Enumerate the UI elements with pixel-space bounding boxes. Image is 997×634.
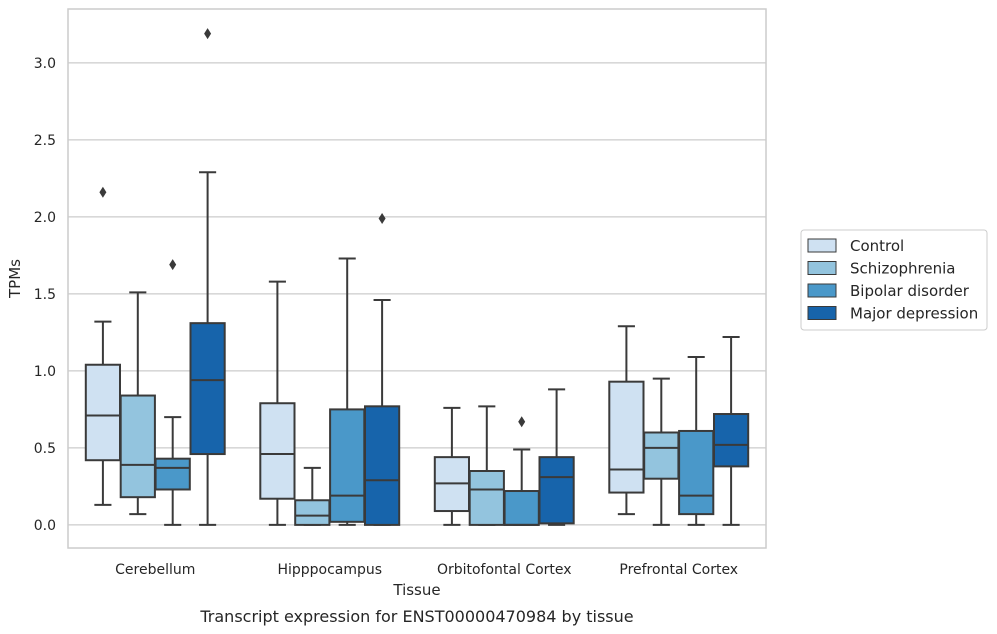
box-iqr [538, 456, 575, 525]
box-iqr [189, 322, 226, 456]
box-schizophrenia [294, 466, 331, 526]
box-iqr [643, 431, 680, 480]
box-bipolar-disorder [329, 257, 366, 526]
box-schizophrenia [643, 377, 680, 526]
box-series-layer [84, 28, 750, 526]
x-tick-label: Prefrontal Cortex [619, 562, 738, 578]
legend-swatch [807, 306, 837, 320]
box-control [433, 406, 471, 526]
box-bipolar-disorder [154, 259, 191, 526]
outlier-marker [518, 416, 526, 428]
legend-label: Bipolar disorder [850, 282, 970, 300]
box-bipolar-disorder [503, 416, 540, 526]
legend-label: Major depression [850, 305, 978, 323]
y-tick-label: 1.5 [34, 287, 56, 303]
x-tick-label: Orbitofontal Cortex [437, 562, 572, 578]
x-tick-label: Hipppocampus [277, 562, 382, 578]
box-iqr [608, 380, 645, 494]
legend-frame [800, 229, 988, 331]
box-iqr [363, 405, 401, 526]
outlier-marker [169, 259, 177, 271]
box-control [84, 186, 122, 506]
outlier-marker [204, 28, 212, 40]
box-iqr [503, 490, 540, 526]
legend-label: Schizophrenia [850, 260, 955, 278]
y-tick-label: 0.0 [34, 518, 56, 534]
box-control [608, 325, 645, 516]
chart-caption: Transcript expression for ENST0000047098… [199, 607, 633, 626]
outlier-marker [378, 212, 386, 224]
box-iqr [154, 457, 191, 491]
legend-swatch [807, 238, 837, 253]
box-major-depression [363, 212, 401, 526]
x-axis-title: Tissue [392, 581, 440, 599]
box-iqr [329, 408, 366, 523]
box-iqr [712, 413, 750, 468]
x-tick-labels: Cerebellum Hipppocampus Orbitofontal Corte… [115, 562, 738, 578]
plot-frame [67, 8, 767, 549]
y-tick-labels: 0.0 0.5 1.0 1.5 2.0 2.5 3.0 [34, 56, 56, 534]
outlier-marker [99, 186, 107, 198]
legend: Control Schizophrenia Bipolar disorder Majo… [800, 229, 988, 331]
box-iqr [468, 470, 505, 526]
legend-label: Control [850, 237, 904, 255]
y-tick-label: 0.5 [34, 441, 56, 457]
box-iqr [84, 363, 122, 462]
legend-swatch [807, 283, 837, 298]
box-control [259, 280, 296, 526]
x-tick-label: Cerebellum [115, 562, 195, 578]
box-schizophrenia [119, 291, 156, 516]
legend-swatch [807, 261, 837, 275]
y-tick-label: 2.0 [34, 210, 56, 226]
box-iqr [259, 402, 296, 500]
box-iqr [119, 394, 156, 499]
box-major-depression [712, 336, 750, 526]
gridlines [68, 62, 766, 526]
y-axis-title: TPMs [6, 259, 24, 299]
box-iqr [678, 429, 715, 516]
box-major-depression [538, 388, 575, 526]
y-tick-label: 1.0 [34, 364, 56, 380]
y-tick-label: 3.0 [34, 56, 56, 72]
box-bipolar-disorder [678, 356, 715, 526]
box-schizophrenia [468, 405, 505, 526]
box-iqr [294, 499, 331, 526]
y-tick-label: 2.5 [34, 133, 56, 149]
box-major-depression [189, 28, 226, 526]
